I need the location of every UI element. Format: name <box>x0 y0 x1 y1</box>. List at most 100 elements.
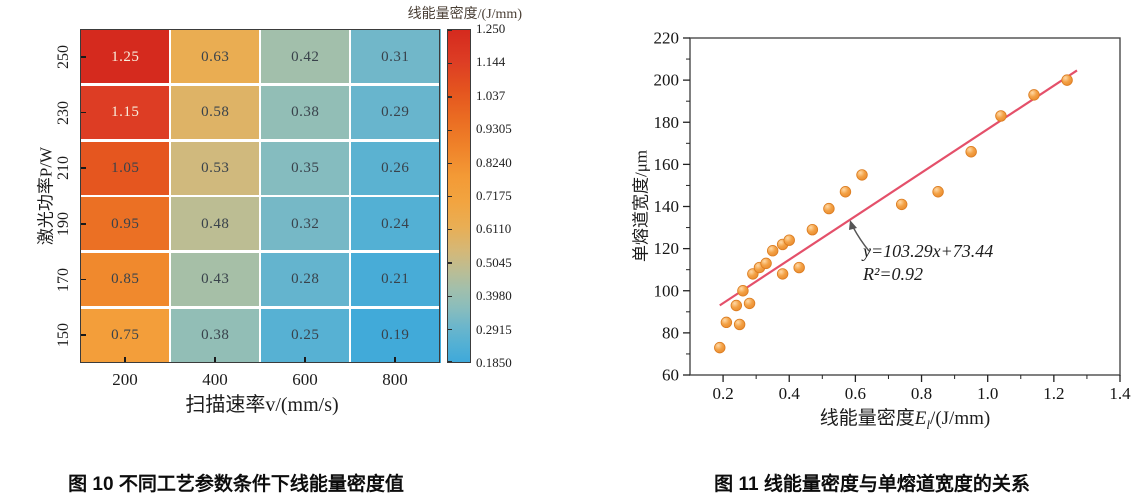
data-point <box>1028 89 1040 101</box>
colorbar-tick <box>448 229 452 231</box>
heatmap-cell: 0.32 <box>260 196 351 253</box>
fig11-y-tick-label: 220 <box>654 29 680 48</box>
heatmap-cell: 0.19 <box>350 307 441 364</box>
heatmap-cell: 0.58 <box>170 84 261 141</box>
y-axis-tick <box>80 278 86 281</box>
colorbar-tick <box>448 162 452 164</box>
fig10-x-tick-label: 400 <box>202 370 228 389</box>
colorbar-tick <box>448 30 452 32</box>
colorbar-tick <box>448 96 452 98</box>
heatmap-plot-area: 1.25 0.63 0.42 0.31 1.15 0.58 0.38 0.29 1.05 0.53… <box>80 29 441 364</box>
fig10-x-tick-label: 600 <box>292 370 318 389</box>
heatmap-cell: 0.43 <box>170 251 261 308</box>
figure-11-caption: 图 11 线能量密度与单熔道宽度的关系 <box>714 474 1030 495</box>
data-point <box>730 299 743 312</box>
colorbar-tick-label: 0.7175 <box>476 188 512 203</box>
colorbar-tick-label: 0.3980 <box>476 288 512 304</box>
scatter-plot: 0.2 0.4 0.6 0.8 1.0 1.2 1.4 60 80 100 120 140 160 180… <box>654 29 1132 404</box>
fig10-x-axis-title: 扫描速率v/(mm/s) <box>185 394 339 416</box>
heatmap-gridline <box>80 139 440 142</box>
fig11-x-axis-title-text: 线能量密度 <box>819 408 915 429</box>
heatmap-cell: 0.21 <box>350 251 441 308</box>
fig11-y-tick-label: 180 <box>654 113 680 132</box>
fig11-x-tick-label: 0.6 <box>845 384 866 403</box>
heatmap-cell: 0.28 <box>260 251 351 308</box>
fig11-y-axis-title: 单熔道宽度/μm <box>631 149 651 263</box>
colorbar-tick <box>448 328 452 330</box>
data-point <box>965 146 977 158</box>
data-point <box>783 234 795 246</box>
heatmap-cell: 0.38 <box>170 307 261 364</box>
fig11-x-axis-title: 线能量密度El/(J/mm) <box>820 403 990 433</box>
data-point <box>856 169 868 181</box>
heatmap-gridline <box>80 194 440 198</box>
colorbar-tick <box>448 361 452 363</box>
heatmap-cell: 0.29 <box>350 84 441 141</box>
heatmap-cell: 0.48 <box>170 196 261 253</box>
heatmap-cell: 0.31 <box>350 29 441 86</box>
fig11-x-axis-variable: E <box>914 408 927 429</box>
y-axis-tick <box>80 334 86 336</box>
figure-10-caption: 图 10 不同工艺参数条件下线能量密度值 <box>68 474 404 495</box>
heatmap-cell: 0.95 <box>80 196 171 253</box>
fig11-x-tick-label: 0.4 <box>779 384 801 403</box>
heatmap-cell: 0.75 <box>80 307 171 364</box>
fig11-x-tick-label: 1.4 <box>1109 384 1131 403</box>
fig11-y-tick-label: 200 <box>654 71 680 90</box>
fig10-x-tick-label: 200 <box>112 370 138 389</box>
heatmap-gridline <box>80 306 440 309</box>
colorbar-tick-label: 1.250 <box>476 21 506 36</box>
fig11-y-tick-label: 60 <box>662 366 679 385</box>
data-point <box>823 202 835 215</box>
x-axis-tick <box>214 357 216 363</box>
data-point <box>932 186 944 198</box>
data-point <box>737 285 749 297</box>
heatmap-cell: 1.05 <box>80 140 171 197</box>
heatmap-cell: 0.63 <box>170 29 261 86</box>
x-axis-tick <box>394 357 396 363</box>
data-point <box>895 198 908 211</box>
heatmap-cell: 0.25 <box>260 307 351 364</box>
data-point <box>766 245 779 257</box>
heatmap-cell: 0.26 <box>350 140 441 197</box>
colorbar-tick-label: 0.1850 <box>476 355 512 370</box>
data-point <box>743 297 756 310</box>
data-point <box>839 186 852 198</box>
fig11-x-tick-label: 1.2 <box>1043 384 1064 403</box>
colorbar-tick <box>448 129 452 131</box>
colorbar-tick-label: 1.144 <box>476 54 506 70</box>
colorbar-tick-label: 0.2915 <box>476 321 512 337</box>
heatmap-cell: 0.53 <box>170 140 261 197</box>
scatter-points <box>714 74 1073 354</box>
colorbar-tick <box>448 295 452 297</box>
data-point <box>720 316 733 329</box>
fig11-y-tick-label: 140 <box>654 197 680 216</box>
y-axis-tick <box>80 111 86 114</box>
colorbar-tick-label: 0.5045 <box>476 254 512 270</box>
heatmap-gridline <box>80 250 440 253</box>
fig11-x-axis-units: /(J/mm) <box>930 408 991 429</box>
fig11-y-tick-label: 160 <box>654 155 680 174</box>
fig11-y-tick-label: 80 <box>662 323 679 342</box>
fig11-x-axis-subscript: l <box>926 416 931 432</box>
data-point <box>995 110 1007 122</box>
heatmap-cell: 1.25 <box>80 29 171 86</box>
colorbar-tick <box>448 196 452 198</box>
heatmap-cell: 0.24 <box>350 196 441 253</box>
y-axis-tick <box>80 223 86 225</box>
heatmap-cell: 0.85 <box>80 251 171 308</box>
annotation-arrow <box>852 226 870 252</box>
fit-annotation: y=103.29x+73.44 R²=0.92 <box>863 240 993 286</box>
data-point <box>793 261 805 274</box>
fig11-x-tick-label: 1.0 <box>977 384 998 403</box>
colorbar-tick-label: 0.9305 <box>476 121 512 137</box>
x-axis-tick <box>124 357 126 363</box>
colorbar-tick-label: 0.6110 <box>476 221 512 237</box>
heatmap-cell: 0.38 <box>260 84 351 141</box>
fit-r-squared-text: R²=0.92 <box>863 264 924 284</box>
annotation-arrowhead <box>849 220 857 230</box>
heatmap-cell: 0.35 <box>260 140 351 197</box>
fig11-x-tick-label: 0.2 <box>712 384 733 403</box>
data-point <box>776 268 789 280</box>
